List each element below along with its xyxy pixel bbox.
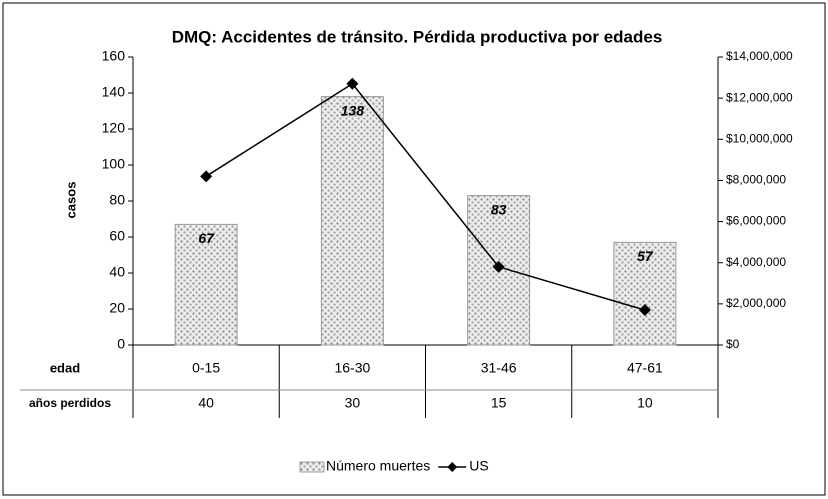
y2-tick-label: $12,000,000: [726, 90, 793, 104]
y2-tick-label: $10,000,000: [726, 131, 793, 145]
legend-label: US: [469, 458, 488, 474]
y-axis-label: casos: [63, 182, 78, 219]
line-marker: [492, 260, 505, 273]
bar: [613, 241, 677, 346]
data-label: 138: [341, 102, 365, 118]
y-tick-label: 0: [117, 336, 125, 352]
y2-tick-label: $14,000,000: [726, 49, 793, 63]
y2-tick-label: $8,000,000: [726, 173, 786, 187]
y2-tick-label: $0: [726, 337, 740, 351]
table-cell: 10: [637, 395, 653, 411]
y2-tick-label: $4,000,000: [726, 255, 786, 269]
y-tick-label: 80: [109, 192, 125, 208]
bar: [320, 96, 384, 346]
data-label: 83: [491, 201, 507, 217]
legend-label: Número muertes: [326, 458, 430, 474]
line-marker: [638, 304, 651, 317]
data-label: 67: [198, 230, 215, 246]
table-cell: 15: [491, 395, 507, 411]
row-label: edad: [50, 360, 80, 375]
bar: [467, 195, 531, 346]
x-tick-label: 47-61: [627, 360, 663, 376]
bar: [174, 223, 238, 346]
y2-tick-label: $6,000,000: [726, 214, 786, 228]
table-cell: 40: [198, 395, 214, 411]
data-label: 57: [637, 248, 654, 264]
line-marker: [346, 77, 359, 90]
x-tick-label: 31-46: [481, 360, 517, 376]
legend-swatch: [299, 461, 325, 473]
y-tick-label: 100: [102, 156, 126, 172]
chart-title: DMQ: Accidentes de tránsito. Pérdida pro…: [172, 27, 663, 46]
x-tick-label: 16-30: [334, 360, 370, 376]
y2-tick-label: $2,000,000: [726, 296, 786, 310]
row-label: años perdidos: [29, 396, 111, 410]
y-tick-label: 160: [102, 48, 126, 64]
x-tick-label: 0-15: [192, 360, 220, 376]
y-tick-label: 60: [109, 228, 125, 244]
line-marker: [200, 170, 213, 183]
line-series: [205, 82, 646, 311]
table-cell: 30: [345, 395, 361, 411]
y-tick-label: 120: [102, 120, 126, 136]
y-tick-label: 140: [102, 84, 126, 100]
y-tick-label: 20: [109, 300, 125, 316]
y-tick-label: 40: [109, 264, 125, 280]
legend-swatch: [447, 462, 458, 472]
